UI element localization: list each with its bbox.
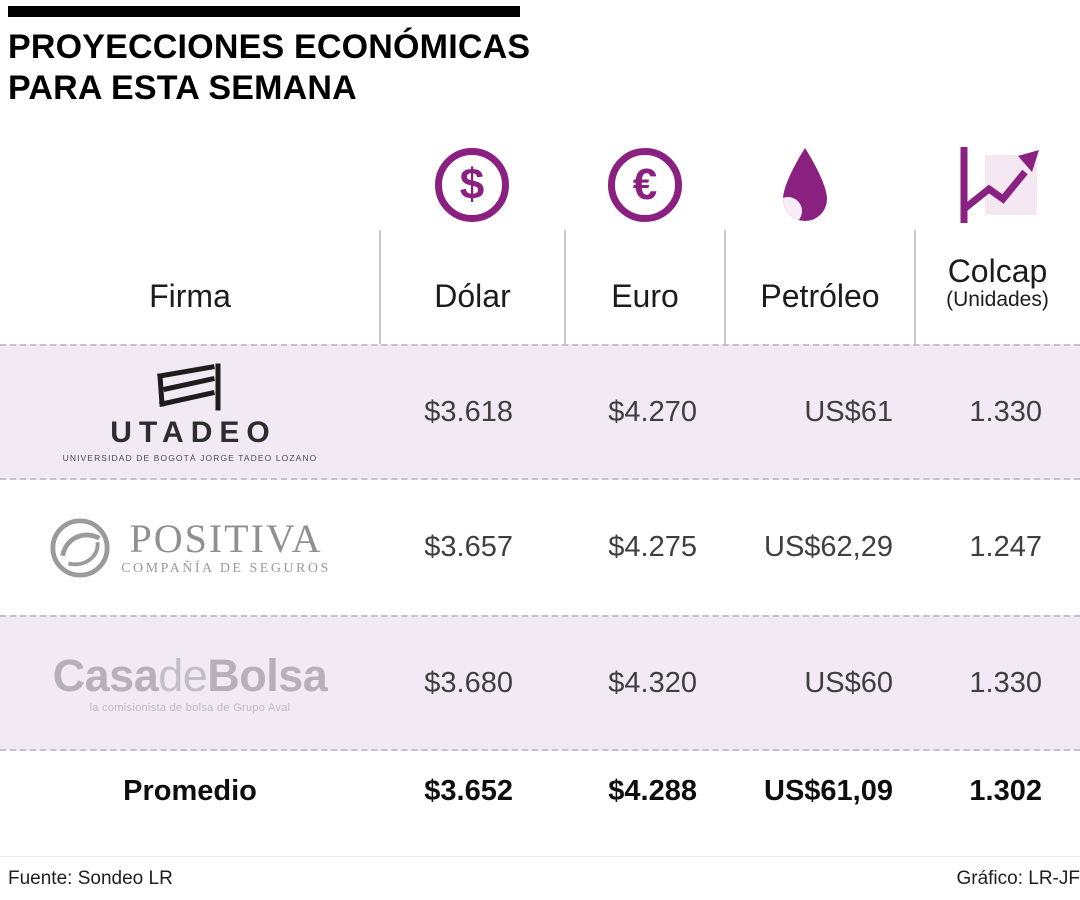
casa-part: Casa — [52, 650, 159, 701]
firm-cell: POSITIVA COMPAÑÍA DE SEGUROS — [0, 480, 380, 615]
firm-name: UTADEO — [110, 415, 277, 449]
colcap-value: 1.330 — [969, 395, 1042, 428]
firm-subtitle: COMPAÑÍA DE SEGUROS — [121, 560, 331, 576]
utadeo-logo-icon — [157, 363, 221, 410]
positiva-logo-icon — [50, 517, 110, 578]
petroleo-average: US$61,09 — [764, 775, 893, 807]
euro-value: $4.320 — [608, 666, 697, 699]
petroleo-value: US$60 — [804, 666, 893, 699]
colcap-units-label: (Unidades) — [946, 288, 1049, 311]
table-row-casadebolsa: CasadeBolsa la comisionista de bolsa de … — [0, 615, 1080, 751]
euro-value: $4.275 — [608, 531, 697, 563]
de-part: de — [158, 650, 208, 701]
dollar-circle-icon: $ — [435, 148, 509, 222]
oil-drop-icon — [776, 146, 834, 229]
firm-subtitle: UNIVERSIDAD DE BOGOTÁ JORGE TADEO LOZANO — [62, 452, 318, 463]
table-row-promedio: Promedio $3.652 $4.288 US$61,09 1.302 — [0, 751, 1080, 832]
column-header-euro: Euro — [611, 278, 679, 314]
promedio-label: Promedio — [123, 775, 257, 807]
euro-glyph: € — [632, 160, 658, 209]
petroleo-value: US$61 — [804, 395, 893, 428]
colcap-value: 1.247 — [969, 531, 1042, 563]
title-line-1: PROYECCIONES ECONÓMICAS — [8, 28, 531, 66]
column-header-colcap: Colcap (Unidades) — [915, 254, 1080, 311]
dollar-glyph: $ — [459, 160, 485, 209]
positiva-logo-text: POSITIVA COMPAÑÍA DE SEGUROS — [121, 515, 331, 577]
firm-subtitle: la comisionista de bolsa de Grupo Aval — [89, 702, 291, 714]
graphic-credit: Gráfico: LR-JF — [956, 868, 1080, 889]
colcap-label: Colcap — [947, 253, 1048, 289]
title-line-2: PARA ESTA SEMANA — [8, 69, 357, 107]
projections-table: UTADEO UNIVERSIDAD DE BOGOTÁ JORGE TADEO… — [0, 344, 1080, 832]
column-header-petroleo: Petróleo — [760, 278, 880, 314]
dolar-value: $3.657 — [424, 531, 513, 563]
colcap-value: 1.330 — [969, 666, 1042, 699]
dolar-value: $3.618 — [424, 395, 513, 428]
source-credit: Fuente: Sondeo LR — [8, 868, 173, 889]
firm-name: CasadeBolsa — [53, 652, 328, 700]
petroleo-value: US$62,29 — [764, 531, 893, 563]
table-row-positiva: POSITIVA COMPAÑÍA DE SEGUROS $3.657 $4.2… — [0, 480, 1080, 615]
utadeo-logo: UTADEO UNIVERSIDAD DE BOGOTÁ JORGE TADEO… — [63, 362, 318, 463]
column-header-firma: Firma — [149, 278, 231, 314]
colcap-average: 1.302 — [969, 775, 1042, 807]
title-rule — [8, 6, 520, 17]
table-row-utadeo: UTADEO UNIVERSIDAD DE BOGOTÁ JORGE TADEO… — [0, 344, 1080, 480]
positiva-logo: POSITIVA COMPAÑÍA DE SEGUROS — [49, 517, 331, 579]
euro-value: $4.270 — [608, 395, 697, 428]
dolar-average: $3.652 — [424, 775, 513, 807]
column-header-dolar: Dólar — [434, 278, 511, 314]
euro-circle-icon: € — [608, 148, 682, 222]
firm-name: POSITIVA — [129, 515, 323, 561]
firm-cell: UTADEO UNIVERSIDAD DE BOGOTÁ JORGE TADEO… — [0, 346, 380, 478]
page-title: PROYECCIONES ECONÓMICAS PARA ESTA SEMANA — [8, 27, 530, 109]
firm-cell: CasadeBolsa la comisionista de bolsa de … — [0, 617, 380, 749]
casadebolsa-logo: CasadeBolsa la comisionista de bolsa de … — [53, 652, 328, 715]
bolsa-part: Bolsa — [207, 650, 328, 701]
euro-average: $4.288 — [608, 775, 697, 807]
firm-cell: Promedio — [0, 751, 380, 832]
dolar-value: $3.680 — [424, 666, 513, 699]
footer-divider — [0, 856, 1080, 857]
chart-up-icon — [955, 145, 1041, 232]
